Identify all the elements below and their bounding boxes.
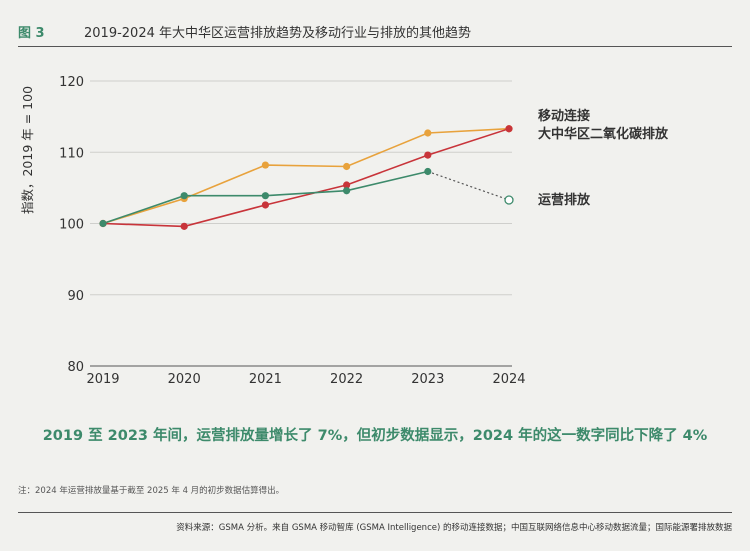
point-1-2020 [180, 222, 188, 230]
source-note: 资料来源：GSMA 分析。来自 GSMA 移动智库 (GSMA Intellig… [176, 523, 732, 533]
point-1-2024 [505, 125, 513, 133]
figure-label: 图 3 [18, 26, 45, 41]
point-0-2022 [343, 162, 351, 171]
gridlines [90, 80, 512, 367]
y-tick-90: 90 [67, 289, 84, 304]
point-2-2024 [504, 195, 514, 205]
point-1-2022 [343, 181, 351, 189]
point-1-2023 [424, 151, 432, 159]
series-lines [102, 127, 510, 228]
x-tick-2019: 2019 [86, 372, 119, 387]
y-tick-110: 110 [59, 146, 84, 161]
x-tick-2020: 2020 [168, 372, 201, 387]
series-line-1 [102, 127, 510, 228]
series-label-1: 大中华区二氧化碳排放 [538, 126, 669, 142]
point-2-2020 [180, 192, 188, 200]
point-2-2019 [99, 219, 107, 228]
series-label-2: 运营排放 [538, 192, 591, 208]
point-2-2023 [424, 167, 432, 176]
x-tick-2024: 2024 [492, 372, 525, 387]
headline-finding: 2019 至 2023 年间，运营排放量增长了 7%，但初步数据显示，2024 … [42, 428, 708, 444]
x-tick-2022: 2022 [330, 372, 363, 387]
point-0-2023 [424, 129, 432, 137]
point-2-2022 [343, 187, 351, 195]
series-line-0 [102, 127, 510, 225]
y-tick-80: 80 [67, 360, 84, 375]
figure-title: 2019-2024 年大中华区运营排放趋势及移动行业与排放的其他趋势 [84, 26, 471, 41]
x-tick-2023: 2023 [411, 372, 444, 387]
point-0-2021 [261, 161, 269, 169]
y-tick-labels: 80 90 100 110 120 [59, 75, 84, 375]
footnote: 注：2024 年运营排放量基于截至 2025 年 4 月的初步数据估算得出。 [18, 486, 285, 496]
point-2-2021 [261, 192, 269, 200]
x-tick-2021: 2021 [249, 372, 282, 387]
figure-header: 图 3 2019-2024 年大中华区运营排放趋势及移动行业与排放的其他趋势 [18, 22, 471, 41]
point-1-2021 [261, 201, 269, 209]
bottom-divider [18, 512, 732, 513]
y-tick-120: 120 [59, 75, 84, 90]
series-label-0: 移动连接 [538, 108, 590, 124]
top-divider [18, 46, 732, 47]
series-estimate-line-2 [427, 170, 510, 201]
series-points [99, 125, 514, 230]
y-axis-label: 指数，2019 年 = 100 [20, 86, 35, 214]
x-tick-labels: 2019 2020 2021 2022 2023 2024 [86, 372, 525, 387]
line-chart: 80 90 100 110 120 2019 2020 2021 2022 2023 2024 指… [20, 75, 669, 387]
y-tick-100: 100 [59, 218, 84, 233]
